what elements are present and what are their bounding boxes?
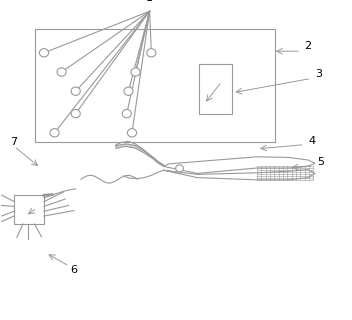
Circle shape xyxy=(71,87,80,95)
Text: 7: 7 xyxy=(11,137,18,148)
Circle shape xyxy=(122,109,131,118)
Text: 2: 2 xyxy=(304,41,312,52)
Text: 5: 5 xyxy=(317,156,324,167)
Bar xyxy=(14,195,44,224)
Polygon shape xyxy=(164,170,315,180)
Circle shape xyxy=(147,49,156,57)
Text: 3: 3 xyxy=(315,68,322,79)
Circle shape xyxy=(131,68,140,76)
Circle shape xyxy=(124,87,133,95)
Bar xyxy=(35,29,275,142)
Circle shape xyxy=(176,165,183,172)
Circle shape xyxy=(127,129,137,137)
Circle shape xyxy=(57,68,66,76)
Polygon shape xyxy=(164,157,315,173)
Circle shape xyxy=(50,129,59,137)
Circle shape xyxy=(71,109,80,118)
Bar xyxy=(199,64,232,114)
Text: 6: 6 xyxy=(70,265,77,276)
Polygon shape xyxy=(116,144,164,166)
Circle shape xyxy=(39,49,49,57)
Text: 4: 4 xyxy=(308,136,315,146)
Text: 1: 1 xyxy=(146,0,153,3)
